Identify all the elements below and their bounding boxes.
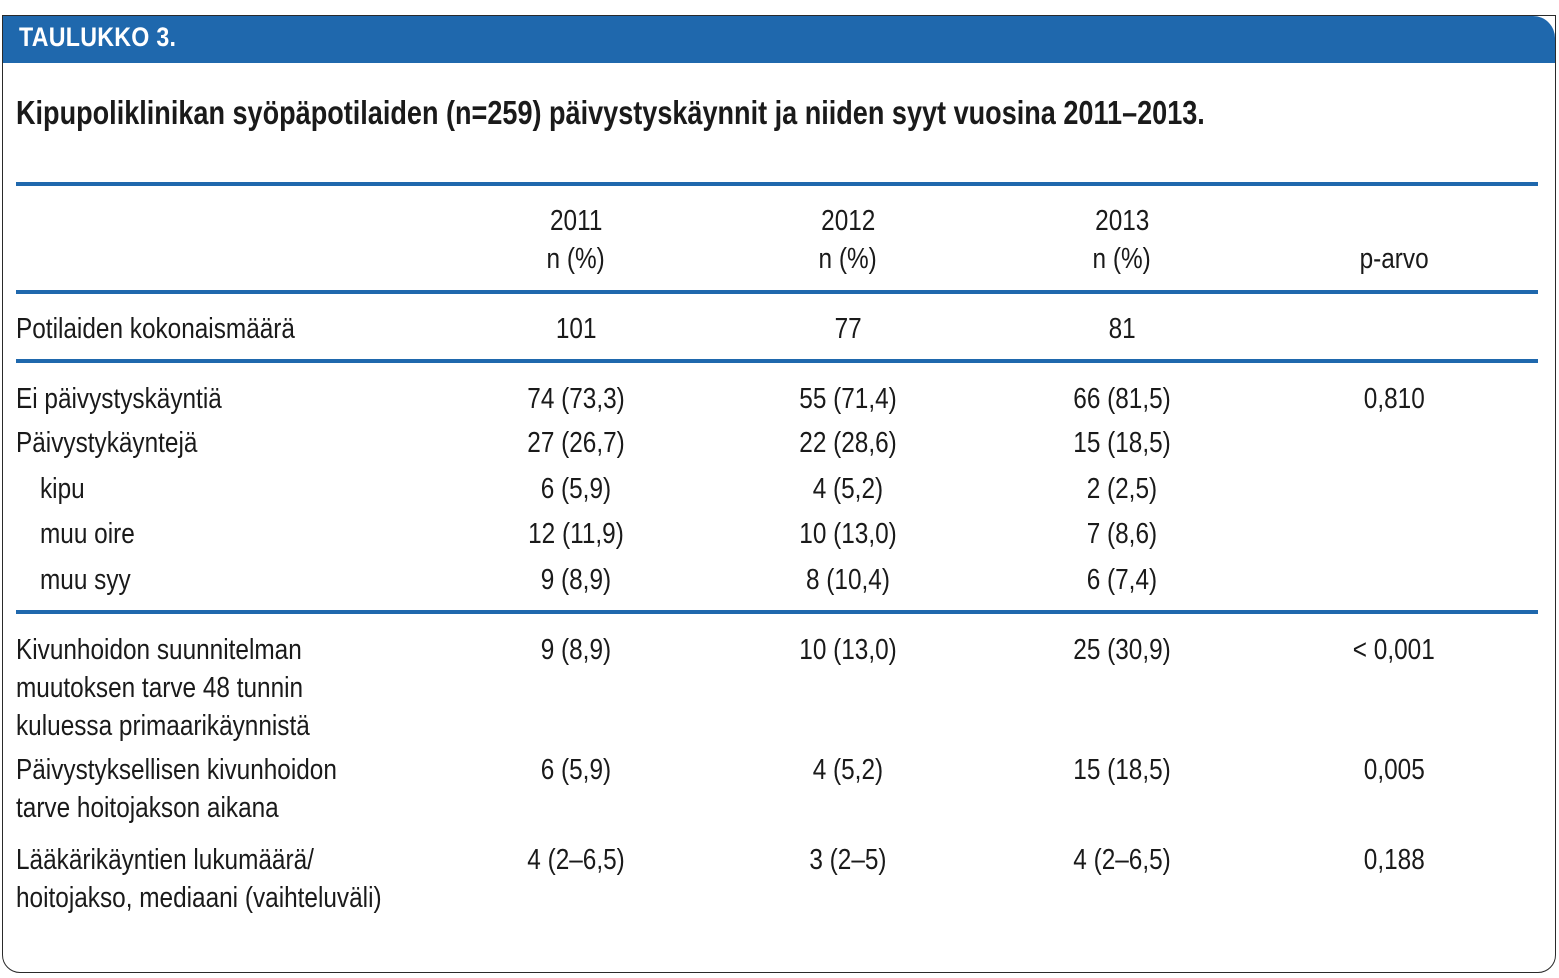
cell-2013: 2 (2,5) bbox=[1086, 473, 1158, 505]
cell-2013: 81 bbox=[1108, 313, 1136, 345]
row-label: Potilaiden kokonaismäärä bbox=[16, 313, 295, 345]
cell-2012: 10 (13,0) bbox=[799, 518, 897, 550]
cell-p-value: 0,005 bbox=[1363, 754, 1425, 786]
table-top-rule bbox=[16, 182, 1538, 186]
cell-2013: 7 (8,6) bbox=[1086, 518, 1158, 550]
cell-2012: 3 (2–5) bbox=[809, 844, 887, 876]
cell-2011: 12 (11,9) bbox=[528, 518, 624, 550]
cell-p-value: < 0,001 bbox=[1353, 634, 1435, 666]
cell-p-value bbox=[1294, 515, 1494, 553]
cell-2011: 4 (2–6,5) bbox=[527, 844, 625, 876]
cell-2013: 4 (2–6,5) bbox=[1073, 844, 1171, 876]
cell-2013: 15 (18,5) bbox=[1073, 427, 1171, 459]
cell-2013: 66 (81,5) bbox=[1073, 383, 1171, 415]
row-label: Päivystyksellisen kivunhoidon tarve hoito… bbox=[16, 754, 337, 824]
table-frame: TAULUKKO 3. bbox=[2, 15, 1556, 973]
cell-2012: 55 (71,4) bbox=[799, 383, 897, 415]
cell-p-value: 0,810 bbox=[1363, 383, 1425, 415]
header-2012: 2012 n (%) bbox=[818, 205, 878, 275]
row-label: Lääkärikäyntien lukumäärä/hoitojakso, me… bbox=[16, 844, 382, 914]
cell-2011: 9 (8,9) bbox=[540, 564, 612, 596]
cell-2011: 6 (5,9) bbox=[540, 754, 612, 786]
header-p-value: p-arvo bbox=[1359, 243, 1429, 275]
cell-2011: 74 (73,3) bbox=[527, 383, 625, 415]
cell-2012: 22 (28,6) bbox=[799, 427, 897, 459]
table-label-bar: TAULUKKO 3. bbox=[3, 16, 1555, 63]
cell-2012: 4 (5,2) bbox=[812, 754, 884, 786]
table-caption: Kipupoliklinikan syöpäpotilaiden (n=259)… bbox=[16, 94, 1205, 131]
cell-2011: 27 (26,7) bbox=[527, 427, 625, 459]
row-label: Ei päivystyskäyntiä bbox=[16, 383, 222, 415]
cell-2012: 77 bbox=[834, 313, 862, 345]
cell-2011: 6 (5,9) bbox=[540, 473, 612, 505]
row-label: Päivystykäyntejä bbox=[16, 427, 198, 459]
cell-2011: 101 bbox=[555, 313, 597, 345]
cell-2011: 9 (8,9) bbox=[540, 634, 612, 666]
row-label: Kivunhoidon suunnitelman muutoksen tarve … bbox=[16, 634, 310, 742]
cell-p-value bbox=[1294, 470, 1494, 508]
cell-2013: 15 (18,5) bbox=[1073, 754, 1171, 786]
row-label: muu oire bbox=[40, 518, 135, 550]
table-label: TAULUKKO 3. bbox=[19, 22, 177, 52]
cell-p-value bbox=[1294, 310, 1494, 348]
row-label: muu syy bbox=[40, 564, 131, 596]
cell-2013: 25 (30,9) bbox=[1073, 634, 1171, 666]
total-row-rule bbox=[16, 359, 1538, 363]
cell-2012: 4 (5,2) bbox=[812, 473, 884, 505]
header-2013: 2013 n (%) bbox=[1092, 205, 1152, 275]
row-label: kipu bbox=[40, 473, 85, 505]
cell-p-value bbox=[1294, 561, 1494, 599]
cell-2013: 6 (7,4) bbox=[1086, 564, 1158, 596]
cell-p-value bbox=[1294, 424, 1494, 462]
cell-2012: 10 (13,0) bbox=[799, 634, 897, 666]
visits-section-rule bbox=[16, 610, 1538, 614]
header-2011: 2011 n (%) bbox=[546, 205, 606, 275]
cell-2012: 8 (10,4) bbox=[806, 564, 890, 596]
header-bottom-rule bbox=[16, 290, 1538, 294]
cell-p-value: 0,188 bbox=[1363, 844, 1425, 876]
